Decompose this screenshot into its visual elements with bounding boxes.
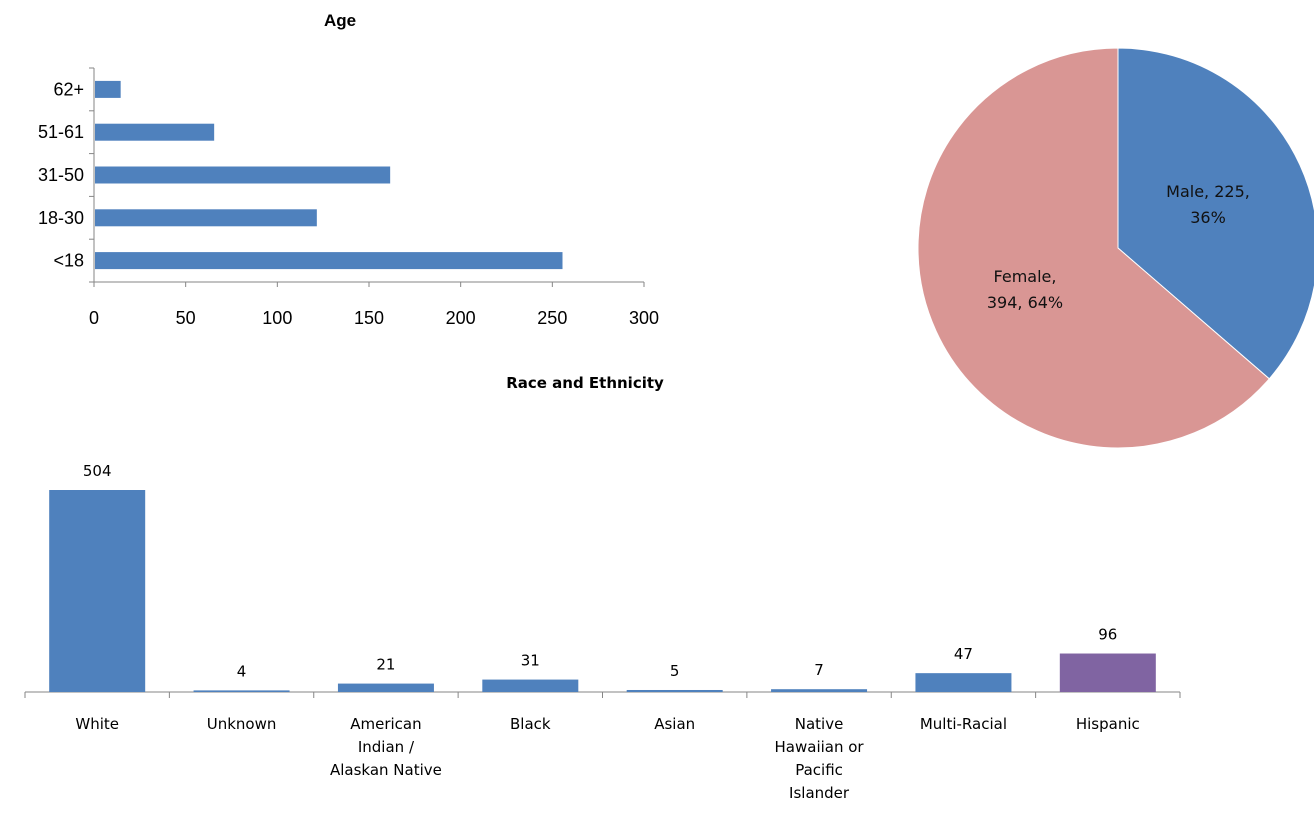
age-bar-62 <box>95 80 121 98</box>
race-chart-title: Race and Ethnicity <box>506 374 664 392</box>
age-bar-18 <box>95 252 563 270</box>
age-chart: Age 62+ 51-61 31-50 18-30 <18 0 50 100 150 200 25… <box>38 11 659 328</box>
age-y-tick-label: 31-50 <box>38 165 84 185</box>
pie-label-male-line2: 36% <box>1190 208 1226 227</box>
age-x-tick-label: 250 <box>537 308 567 328</box>
race-data-label: 504 <box>83 462 112 480</box>
age-x-tick-label: 100 <box>262 308 292 328</box>
age-x-tick-label: 200 <box>446 308 476 328</box>
race-data-label: 47 <box>954 645 973 663</box>
age-x-tick-label: 300 <box>629 308 659 328</box>
race-category-label: Multi-Racial <box>920 715 1007 733</box>
race-data-label: 4 <box>237 662 247 680</box>
race-bar-american-indian-alaskan-native <box>337 683 434 692</box>
race-data-label: 5 <box>670 662 680 680</box>
race-bar-native-hawaiian-or-pacific-islander <box>771 689 868 692</box>
age-bar-18-30 <box>95 209 317 227</box>
race-data-label: 7 <box>814 661 824 679</box>
pie-label-female-line1: Female, <box>994 267 1057 286</box>
age-bar-51-61 <box>95 123 215 141</box>
age-y-tick-label: 18-30 <box>38 208 84 228</box>
race-data-label: 31 <box>521 652 540 670</box>
race-category-label: American Indian / Alaskan Native <box>330 715 442 779</box>
age-y-tick-label: <18 <box>53 251 84 271</box>
age-x-tick-label: 50 <box>176 308 196 328</box>
race-bar-unknown <box>193 690 290 692</box>
pie-label-female-line2: 394, 64% <box>987 293 1063 312</box>
age-y-tick-label: 62+ <box>53 79 84 99</box>
age-bar-31-50 <box>95 166 391 184</box>
race-bar-white <box>49 490 146 692</box>
race-category-label: Asian <box>654 715 695 733</box>
race-category-label: Native Hawaiian or Pacific Islander <box>775 715 865 802</box>
race-ethnicity-chart: Race and Ethnicity 504 4 21 31 5 7 47 96 White U… <box>24 374 1181 802</box>
age-y-tick-label: 51-61 <box>38 122 84 142</box>
age-x-tick-label: 0 <box>89 308 99 328</box>
race-bar-black <box>482 679 579 692</box>
race-category-label: Hispanic <box>1076 715 1140 733</box>
age-chart-title: Age <box>324 11 356 30</box>
race-category-label: White <box>75 715 119 733</box>
pie-label-male-line1: Male, 225, <box>1166 182 1250 201</box>
race-category-label: Black <box>510 715 551 733</box>
race-bar-asian <box>626 689 723 692</box>
pie-slice-male <box>1117 47 1314 380</box>
race-category-label: Unknown <box>207 715 277 733</box>
pie-slice-female <box>917 47 1270 449</box>
race-bar-hispanic <box>1059 653 1156 692</box>
race-bar-multi-racial <box>915 673 1012 692</box>
age-x-tick-label: 150 <box>354 308 384 328</box>
race-data-label: 21 <box>376 656 395 674</box>
gender-pie-chart: Male, 225, 36% Female, 394, 64% <box>917 47 1314 449</box>
race-data-label: 96 <box>1098 626 1117 644</box>
